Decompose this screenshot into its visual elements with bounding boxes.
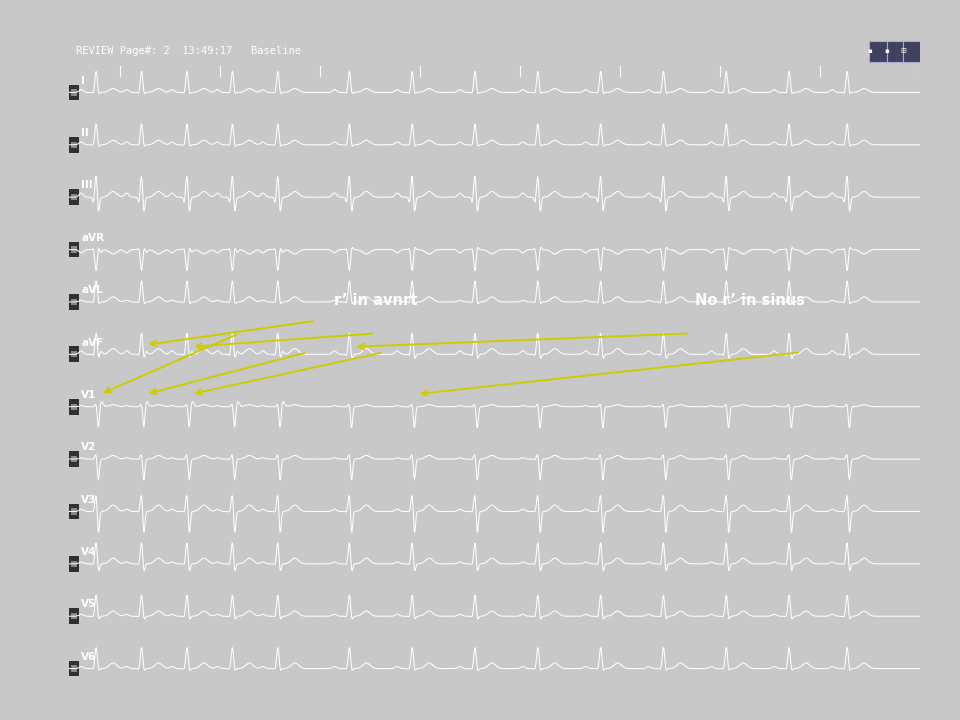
Text: ⊟: ⊟ [900,48,906,54]
Bar [69,84,80,100]
Text: III: III [81,181,93,190]
Bar [902,40,922,62]
Bar [69,242,80,258]
Bar [870,40,888,62]
Bar [69,608,80,624]
Bar [71,561,77,567]
Text: aVF: aVF [81,338,104,348]
Bar [71,613,77,619]
Text: V3: V3 [81,495,96,505]
Text: r’ in avnrt: r’ in avnrt [334,293,417,308]
Text: ▪: ▪ [867,48,872,54]
Text: aVR: aVR [81,233,104,243]
Bar [71,142,77,148]
Bar [886,40,905,62]
Text: V6: V6 [81,652,96,662]
Bar [71,508,77,515]
Text: V5: V5 [81,600,96,609]
Bar [69,399,80,415]
Bar [69,556,80,572]
Bar [69,294,80,310]
Bar [69,346,80,362]
Bar [71,665,77,672]
Bar [71,246,77,253]
Text: No r’ in sinus: No r’ in sinus [695,293,804,308]
Bar [69,451,80,467]
Bar [71,299,77,305]
Bar [71,456,77,462]
Text: V1: V1 [81,390,96,400]
Text: II: II [81,128,88,138]
Bar [71,89,77,96]
Bar [71,194,77,200]
Bar [71,404,77,410]
Text: V2: V2 [81,442,96,452]
Bar [69,189,80,205]
Bar [69,661,80,677]
Text: aVL: aVL [81,285,103,295]
Bar [69,137,80,153]
Text: REVIEW Page#: 2  13:49:17   Baseline: REVIEW Page#: 2 13:49:17 Baseline [76,46,300,56]
Text: V4: V4 [81,547,96,557]
Text: I: I [81,76,84,86]
Text: ▪: ▪ [884,48,889,54]
Bar [69,503,80,519]
Bar [71,351,77,357]
